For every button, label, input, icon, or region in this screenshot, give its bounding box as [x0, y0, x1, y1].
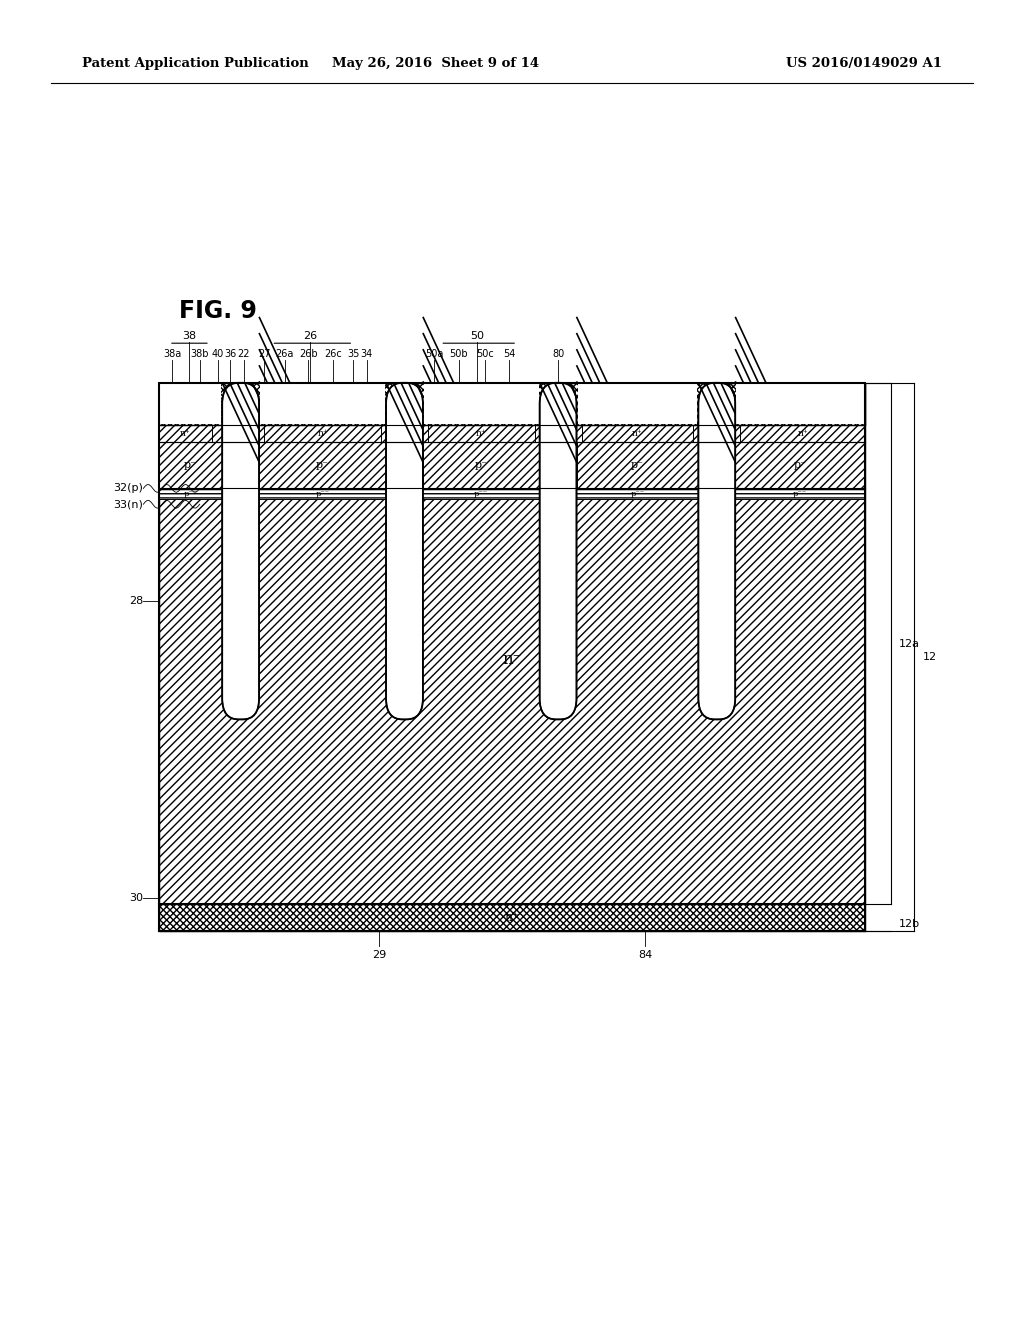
Text: 33(n): 33(n): [114, 499, 143, 510]
Text: 35: 35: [347, 348, 359, 359]
Text: 12: 12: [923, 652, 937, 661]
Text: 27: 27: [258, 348, 270, 359]
Text: US 2016/0149029 A1: US 2016/0149029 A1: [786, 57, 942, 70]
Text: 38b: 38b: [190, 348, 209, 359]
Bar: [159, 383, 865, 425]
Text: 50b: 50b: [450, 348, 468, 359]
Text: p⁻⁻: p⁻⁻: [794, 490, 807, 498]
Text: 12a: 12a: [899, 639, 921, 648]
Text: 50a: 50a: [425, 348, 443, 359]
Text: n⁺: n⁺: [798, 429, 808, 438]
Text: p⁻⁻: p⁻⁻: [183, 490, 198, 498]
Text: 84: 84: [638, 950, 652, 961]
FancyBboxPatch shape: [222, 383, 259, 719]
Text: 30: 30: [129, 892, 143, 903]
Text: 22: 22: [238, 348, 250, 359]
Text: 38: 38: [182, 330, 197, 341]
Text: n⁺: n⁺: [476, 429, 486, 438]
Text: Patent Application Publication: Patent Application Publication: [82, 57, 308, 70]
Bar: [428, 425, 535, 442]
FancyBboxPatch shape: [541, 383, 575, 718]
Text: 26b: 26b: [299, 348, 317, 359]
Text: p⁻⁻: p⁻⁻: [631, 490, 644, 498]
Bar: [740, 425, 865, 442]
Text: p⁻: p⁻: [631, 461, 644, 470]
Text: May 26, 2016  Sheet 9 of 14: May 26, 2016 Sheet 9 of 14: [332, 57, 539, 70]
Bar: [264, 425, 381, 442]
Text: 26a: 26a: [275, 348, 294, 359]
FancyBboxPatch shape: [540, 383, 577, 719]
Text: 38a: 38a: [163, 348, 181, 359]
Bar: [577, 442, 698, 488]
Text: 80: 80: [552, 348, 564, 359]
Text: 40: 40: [212, 348, 224, 359]
Bar: [159, 383, 865, 931]
Text: 12b: 12b: [899, 919, 921, 929]
Bar: [736, 384, 864, 424]
Text: n⁺: n⁺: [505, 911, 519, 924]
Text: 29: 29: [372, 950, 386, 961]
Text: n⁺: n⁺: [317, 429, 328, 438]
Bar: [423, 442, 540, 488]
Text: p⁻: p⁻: [316, 461, 329, 470]
Bar: [424, 384, 539, 424]
Text: p⁻⁻: p⁻⁻: [474, 490, 488, 498]
Text: 26c: 26c: [324, 348, 342, 359]
Text: 50c: 50c: [476, 348, 495, 359]
FancyBboxPatch shape: [223, 383, 258, 718]
Text: p⁻⁻: p⁻⁻: [315, 490, 330, 498]
Text: n⁻: n⁻: [503, 652, 521, 668]
FancyBboxPatch shape: [386, 383, 423, 719]
Bar: [159, 442, 222, 488]
Text: 26: 26: [303, 330, 317, 341]
Bar: [582, 425, 693, 442]
FancyBboxPatch shape: [387, 383, 422, 718]
Text: 54: 54: [503, 348, 515, 359]
Text: p⁻: p⁻: [794, 461, 807, 470]
Text: FIG. 9: FIG. 9: [179, 300, 257, 323]
Bar: [260, 384, 385, 424]
Text: 36: 36: [224, 348, 237, 359]
Text: 32(p): 32(p): [114, 483, 143, 494]
Text: 28: 28: [129, 595, 143, 606]
Bar: [159, 488, 865, 499]
Text: 50: 50: [470, 330, 484, 341]
Bar: [259, 442, 386, 488]
Text: n⁺: n⁺: [632, 429, 643, 438]
Bar: [159, 425, 212, 442]
Text: n⁺: n⁺: [180, 429, 190, 438]
Bar: [578, 384, 697, 424]
Bar: [159, 383, 865, 488]
Text: 34: 34: [360, 348, 373, 359]
Text: p⁻: p⁻: [475, 461, 487, 470]
Bar: [735, 442, 865, 488]
Bar: [160, 384, 221, 424]
Text: p⁻: p⁻: [184, 461, 197, 470]
FancyBboxPatch shape: [698, 383, 735, 719]
FancyBboxPatch shape: [699, 383, 734, 718]
Bar: [159, 488, 865, 904]
Bar: [159, 904, 865, 931]
